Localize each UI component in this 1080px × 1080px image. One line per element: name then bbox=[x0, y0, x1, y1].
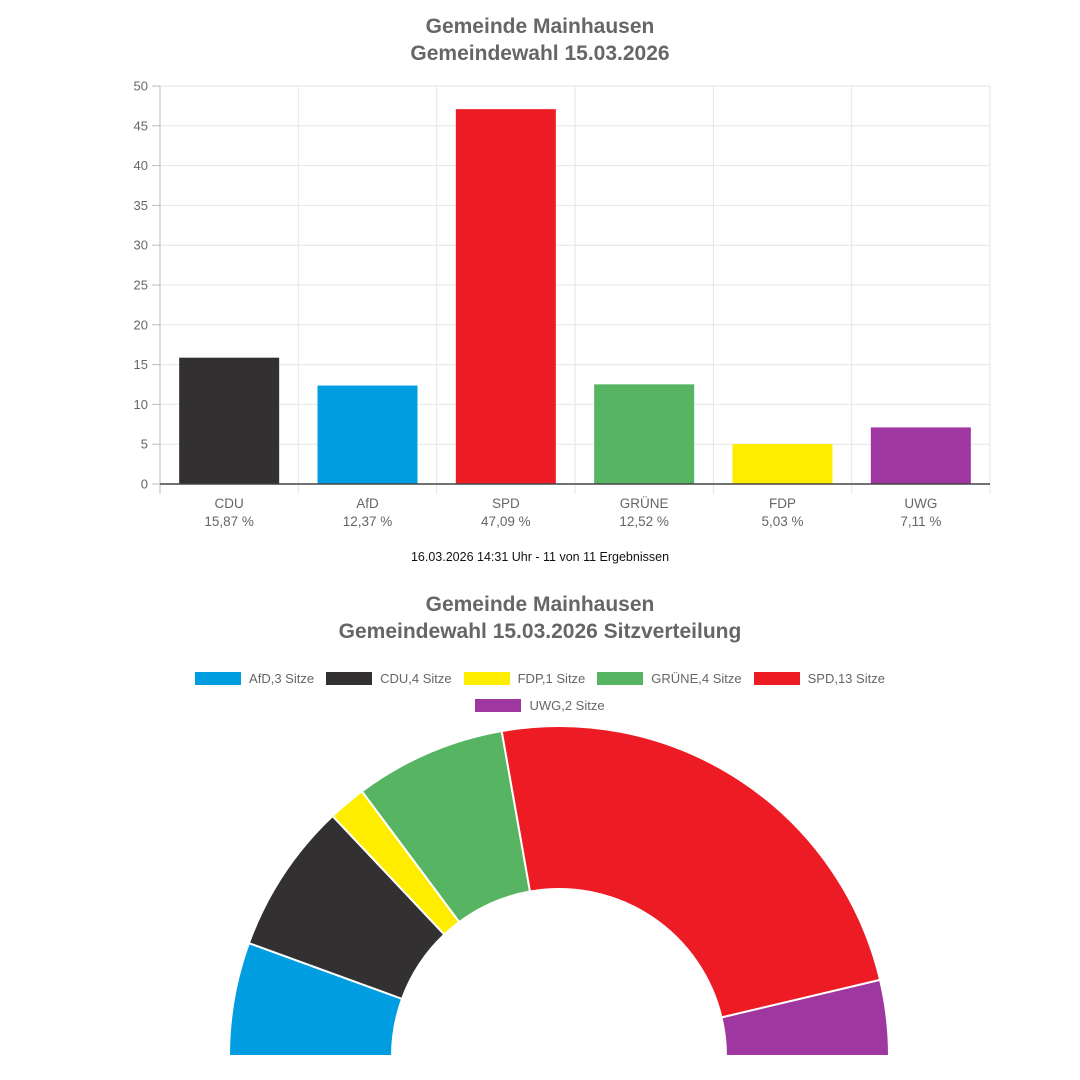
legend-swatch-fdp bbox=[463, 672, 510, 685]
x-category-label: CDU bbox=[215, 496, 244, 511]
y-tick-label: 15 bbox=[134, 357, 148, 372]
x-category-label: GRÜNE bbox=[620, 496, 669, 511]
bar-cdu[interactable] bbox=[179, 357, 280, 484]
legend-swatch-afd bbox=[195, 672, 242, 685]
x-category-label: SPD bbox=[492, 496, 520, 511]
x-category-label: FDP bbox=[769, 496, 796, 511]
x-category-percent: 15,87 % bbox=[204, 514, 254, 529]
seat-segment-fdp[interactable] bbox=[331, 789, 461, 936]
legend-swatch-cdu bbox=[326, 672, 373, 685]
bar-uwg[interactable] bbox=[870, 427, 971, 484]
y-tick-label: 50 bbox=[134, 79, 148, 94]
bar-spd[interactable] bbox=[455, 109, 556, 484]
seat-chart-legend: AfD,3 Sitze CDU,4 Sitze FDP,1 Sitze GRÜN… bbox=[0, 671, 1080, 686]
bar-chart-title-line1: Gemeinde Mainhausen bbox=[425, 15, 655, 38]
y-tick-label: 40 bbox=[134, 158, 148, 173]
legend-label-spd: SPD,13 Sitze bbox=[807, 671, 885, 686]
legend-label-fdp: FDP,1 Sitze bbox=[517, 671, 586, 686]
results-status-footer: 16.03.2026 14:31 Uhr - 11 von 11 Ergebni… bbox=[410, 550, 670, 564]
legend-swatch-spd bbox=[753, 672, 800, 685]
legend-label-afd: AfD,3 Sitze bbox=[249, 671, 315, 686]
legend-label-cdu: CDU,4 Sitze bbox=[380, 671, 452, 686]
y-tick-label: 30 bbox=[134, 238, 148, 253]
x-category-percent: 7,11 % bbox=[900, 514, 941, 529]
y-tick-label: 35 bbox=[134, 198, 148, 213]
legend-item-afd[interactable]: AfD,3 Sitze bbox=[195, 671, 314, 686]
bar-chart-title: Gemeinde Mainhausen Gemeindewahl 15.03.2… bbox=[0, 13, 1080, 67]
x-category-percent: 47,09 % bbox=[481, 514, 531, 529]
y-tick-label: 25 bbox=[134, 278, 148, 293]
x-category-label: UWG bbox=[904, 496, 937, 511]
seat-segment-gruene[interactable] bbox=[360, 729, 532, 924]
x-category-percent: 5,03 % bbox=[761, 514, 803, 529]
x-category-percent: 12,37 % bbox=[343, 514, 393, 529]
y-tick-label: 5 bbox=[141, 437, 148, 452]
seat-segment-afd[interactable] bbox=[227, 941, 404, 1057]
bar-chart: 0 5 10 15 20 25 30 35 40 45 50 CDU 15,87 % AfD 12,37 %… bbox=[134, 79, 991, 529]
legend-swatch-gruene bbox=[597, 672, 644, 685]
x-category-percent: 12,52 % bbox=[619, 514, 669, 529]
seat-segment-cdu[interactable] bbox=[247, 814, 446, 1001]
y-tick-label: 0 bbox=[141, 477, 148, 492]
legend-item-spd[interactable]: SPD,13 Sitze bbox=[753, 671, 885, 686]
seat-segment-uwg[interactable] bbox=[720, 978, 891, 1057]
legend-item-fdp[interactable]: FDP,1 Sitze bbox=[463, 671, 586, 686]
seat-chart-title-line2: Gemeindewahl 15.03.2026 Sitzverteilung bbox=[338, 620, 742, 643]
bar-grüne[interactable] bbox=[594, 384, 695, 484]
legend-item-gruene[interactable]: GRÜNE,4 Sitze bbox=[597, 671, 742, 686]
seat-segment-spd[interactable] bbox=[500, 725, 882, 1019]
y-tick-label: 10 bbox=[134, 397, 148, 412]
legend-item-cdu[interactable]: CDU,4 Sitze bbox=[326, 671, 452, 686]
y-tick-label: 20 bbox=[134, 317, 148, 332]
legend-label-uwg: UWG,2 Sitze bbox=[529, 698, 605, 713]
bar-fdp[interactable] bbox=[732, 443, 833, 484]
legend-swatch-uwg bbox=[475, 699, 522, 712]
bar-chart-title-line2: Gemeindewahl 15.03.2026 bbox=[410, 42, 670, 65]
x-category-label: AfD bbox=[356, 496, 379, 511]
seat-chart-title-line1: Gemeinde Mainhausen bbox=[425, 593, 655, 616]
seat-chart-title: Gemeinde Mainhausen Gemeindewahl 15.03.2… bbox=[0, 591, 1080, 645]
seat-chart-legend-row2: UWG,2 Sitze bbox=[0, 698, 1080, 713]
bar-afd[interactable] bbox=[317, 385, 418, 484]
legend-item-uwg[interactable]: UWG,2 Sitze bbox=[475, 698, 605, 713]
y-tick-label: 45 bbox=[134, 118, 148, 133]
legend-label-gruene: GRÜNE,4 Sitze bbox=[651, 671, 742, 686]
